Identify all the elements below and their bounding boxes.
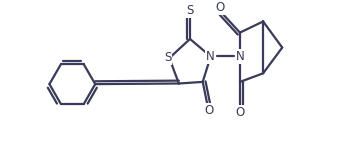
Text: O: O: [205, 104, 214, 117]
Text: N: N: [206, 50, 215, 63]
Text: S: S: [186, 4, 194, 17]
Text: S: S: [164, 51, 171, 64]
Text: O: O: [235, 106, 245, 119]
Text: O: O: [216, 1, 225, 14]
Text: N: N: [236, 50, 244, 63]
